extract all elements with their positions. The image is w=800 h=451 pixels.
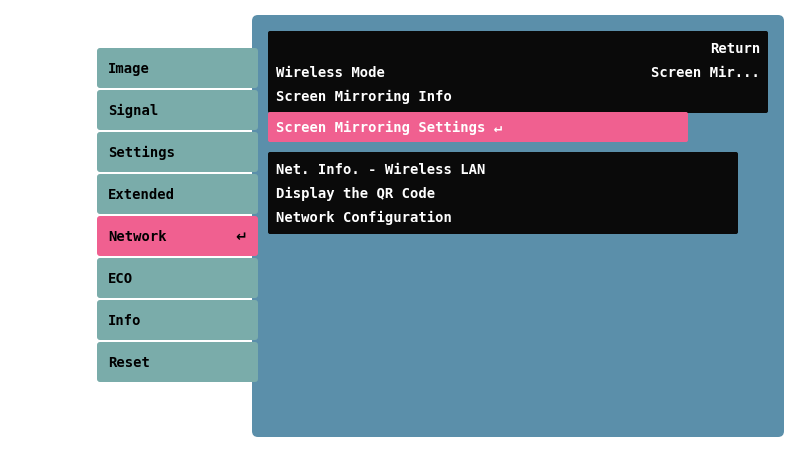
Text: Wireless Mode: Wireless Mode [276,66,385,80]
FancyBboxPatch shape [97,175,258,215]
Text: Return: Return [710,42,760,56]
Text: ↵: ↵ [235,230,247,244]
Text: Display the QR Code: Display the QR Code [276,187,435,201]
FancyBboxPatch shape [268,152,738,235]
Text: Screen Mirroring Settings ↵: Screen Mirroring Settings ↵ [276,121,502,135]
Text: ECO: ECO [108,272,133,285]
FancyBboxPatch shape [97,133,258,173]
Text: Extended: Extended [108,188,175,202]
Text: Screen Mirroring Info: Screen Mirroring Info [276,90,452,104]
FancyBboxPatch shape [97,300,258,340]
FancyBboxPatch shape [97,342,258,382]
Text: Net. Info. - Wireless LAN: Net. Info. - Wireless LAN [276,163,486,177]
FancyBboxPatch shape [268,32,768,114]
Text: Settings: Settings [108,146,175,160]
Text: Screen Mir...: Screen Mir... [651,66,760,80]
Text: Info: Info [108,313,142,327]
Text: Reset: Reset [108,355,150,369]
Text: Network Configuration: Network Configuration [276,211,452,225]
FancyBboxPatch shape [97,91,258,131]
Text: Signal: Signal [108,104,158,118]
FancyBboxPatch shape [97,216,258,257]
FancyBboxPatch shape [97,49,258,89]
Text: Network: Network [108,230,166,244]
Text: Image: Image [108,62,150,76]
FancyBboxPatch shape [97,258,258,299]
FancyBboxPatch shape [252,16,784,437]
FancyBboxPatch shape [268,113,688,143]
